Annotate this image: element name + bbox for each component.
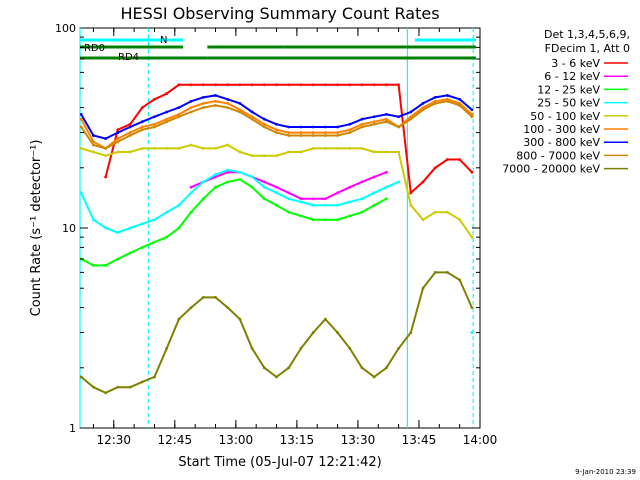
y-tick-label: 10 [62, 222, 76, 235]
data-point [470, 331, 474, 334]
series-line [80, 94, 473, 140]
flag-label: RD0 [84, 43, 105, 54]
series-line [190, 171, 387, 200]
legend-label: 6 - 12 keV [544, 70, 600, 83]
y-tick-label: 100 [55, 22, 76, 35]
footer-date: 9-Jan-2010 23:39 [575, 468, 636, 476]
x-tick-label: 13:00 [219, 433, 254, 447]
x-axis-label: Start Time (05-Jul-07 12:21:42) [178, 455, 381, 470]
x-tick-label: 12:30 [96, 433, 131, 447]
x-tick-label: 13:45 [402, 433, 437, 447]
legend-label: 50 - 100 keV [530, 110, 600, 123]
series-line [80, 271, 473, 394]
series-line [80, 98, 473, 150]
legend-label: 25 - 50 keV [537, 97, 600, 110]
flag-label: N [160, 35, 167, 46]
legend-header-line-2: FDecim 1, Att 0 [545, 42, 630, 55]
legend-label: 300 - 800 keV [523, 136, 600, 149]
legend: Det 1,3,4,5,6,9, FDecim 1, Att 0 3 - 6 k… [502, 28, 630, 176]
x-axis: 12:30 12:45 13:00 13:15 13:30 13:45 14:00 [92, 28, 498, 447]
flag-label: RD4 [118, 52, 139, 63]
x-tick-label: 14:00 [463, 433, 498, 447]
flag-bars: N RD0 RD4 [80, 35, 476, 63]
chart-title: HESSI Observing Summary Count Rates [120, 4, 439, 23]
series-line [80, 100, 473, 150]
series-lines [79, 83, 474, 395]
series-line [80, 143, 473, 238]
x-tick-label: 13:15 [280, 433, 315, 447]
vertical-markers [79, 28, 474, 428]
x-tick-label: 12:45 [158, 433, 193, 447]
plot-frame [79, 27, 481, 429]
series-line [80, 168, 399, 234]
legend-label: 7000 - 20000 keV [502, 163, 600, 176]
y-axis: 1 10 100 [55, 22, 480, 435]
legend-label: 800 - 7000 keV [516, 149, 600, 162]
legend-label: 12 - 25 keV [537, 83, 600, 96]
legend-label: 100 - 300 keV [523, 123, 600, 136]
series-line [80, 178, 387, 267]
y-axis-label: Count Rate (s⁻¹ detector⁻¹) [29, 140, 44, 317]
legend-label: 3 - 6 keV [551, 57, 600, 70]
legend-header-line-1: Det 1,3,4,5,6,9, [544, 28, 630, 41]
y-tick-label: 1 [69, 422, 76, 435]
series-line [104, 83, 473, 195]
x-tick-label: 13:30 [341, 433, 376, 447]
